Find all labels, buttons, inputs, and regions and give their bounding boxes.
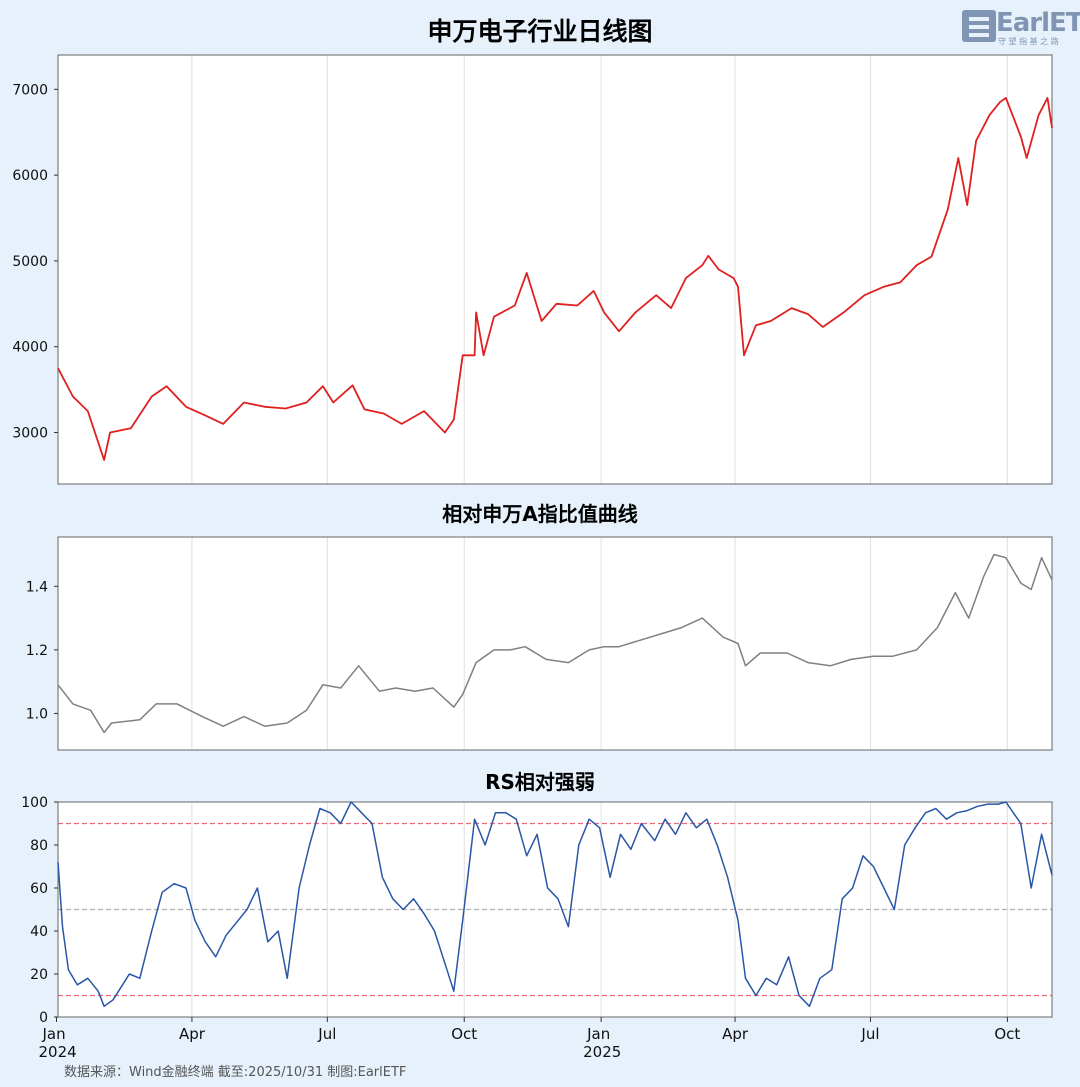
source-footer: 数据来源：Wind金融终端 截至:2025/10/31 制图:EarlETF xyxy=(64,1065,407,1080)
price-ytick-label: 3000 xyxy=(12,426,48,442)
earletf-logo: EarlETF 守 望 指 基 之 路 xyxy=(962,8,1080,46)
price-plot-frame xyxy=(57,54,1053,485)
rs-ytick-label: 80 xyxy=(30,838,48,854)
rs-ytick-label: 100 xyxy=(21,795,48,811)
xtick-year-label: 2025 xyxy=(583,1043,621,1061)
xtick-year-label: 2024 xyxy=(39,1043,77,1061)
ratio-ytick-label: 1.0 xyxy=(26,706,48,722)
price-chart-title: 申万电子行业日线图 xyxy=(427,17,653,46)
ratio-plot-area xyxy=(58,537,1052,750)
xtick-label: Oct xyxy=(451,1025,477,1043)
price-ytick-label: 4000 xyxy=(12,340,48,356)
price-ytick-label: 7000 xyxy=(12,82,48,98)
logo-text: EarlETF xyxy=(996,8,1080,38)
ratio-series-line xyxy=(57,553,1053,734)
rs-ytick-label: 40 xyxy=(30,924,48,940)
rs-plot-frame xyxy=(57,801,1053,1018)
ratio-ytick-label: 1.2 xyxy=(26,643,48,659)
ratio-plot-frame xyxy=(57,536,1053,751)
ratio-chart-title: 相对申万A指比值曲线 xyxy=(442,502,638,526)
price-ytick-label: 5000 xyxy=(12,254,48,270)
logo-mark-icon xyxy=(962,10,996,42)
xtick-label: Apr xyxy=(179,1025,206,1043)
rs-ytick-label: 20 xyxy=(30,967,48,983)
xtick-label: Jul xyxy=(860,1025,879,1043)
xtick-label: Jan xyxy=(42,1025,66,1043)
xtick-label: Jan xyxy=(586,1025,610,1043)
price-ytick-label: 6000 xyxy=(12,168,48,184)
logo-subtitle: 守 望 指 基 之 路 xyxy=(998,37,1059,46)
xtick-label: Apr xyxy=(722,1025,749,1043)
xtick-label: Oct xyxy=(994,1025,1020,1043)
rs-ytick-label: 60 xyxy=(30,881,48,897)
price-series-line xyxy=(57,97,1053,461)
rs-series-line xyxy=(57,801,1053,1008)
ratio-ytick-label: 1.4 xyxy=(26,579,48,595)
price-plot-area xyxy=(58,55,1052,484)
rs-ytick-label: 0 xyxy=(39,1010,48,1026)
xtick-label: Jul xyxy=(317,1025,336,1043)
rs-chart-title: RS相对强弱 xyxy=(485,770,595,794)
